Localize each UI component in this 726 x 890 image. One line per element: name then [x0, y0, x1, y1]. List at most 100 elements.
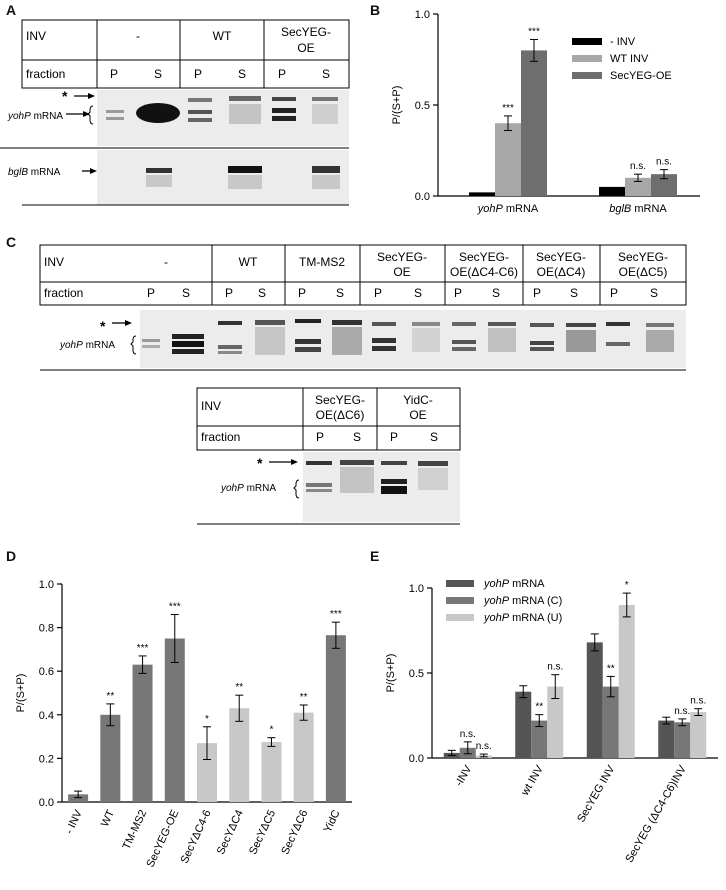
- chart-b-sig-0-2: ***: [528, 26, 540, 37]
- chart-e-category-3: SecYEG (ΔC4-C6)INV: [623, 763, 689, 865]
- panel-c-sub-frac-1: P: [316, 430, 324, 444]
- panel-c-frac-1: P: [147, 286, 155, 300]
- chart-e-bar-2-1: [602, 686, 619, 758]
- chart-d-bar-6: [261, 742, 282, 802]
- chart-d-ytick-label-2: 0.4: [39, 710, 54, 722]
- chart-d-bar-8: [325, 635, 346, 802]
- panel-c-sub-group-2-l2: OE: [409, 408, 426, 422]
- chart-b-bar-0-1: [495, 123, 521, 196]
- chart-e-legend-label-2: yohP mRNA (U): [483, 612, 562, 624]
- panel-c-frac-11: P: [533, 286, 541, 300]
- chart-e-sig-2-1: **: [607, 663, 615, 674]
- panel-c-asterisk: *: [100, 318, 106, 334]
- panel-a-fraction-p2: P: [194, 67, 202, 81]
- chart-e-legend-label-1: yohP mRNA (C): [483, 595, 562, 607]
- panel-c-group-6-l2: OE(ΔC4): [537, 265, 586, 279]
- panel-a-bands-top: [106, 96, 338, 124]
- panel-a-fraction-p1: P: [110, 67, 118, 81]
- chart-b-legend-label-2: SecYEG-OE: [610, 70, 672, 82]
- panel-c-frac-2: S: [182, 286, 190, 300]
- chart-e-sig-1-2: n.s.: [547, 662, 563, 673]
- chart-d-ytick-label-3: 0.6: [39, 666, 54, 678]
- chart-e-bar-3-2: [690, 712, 707, 758]
- panel-c-group-7-l2: OE(ΔC5): [619, 265, 668, 279]
- chart-b-category-1: bglB mRNA: [609, 203, 667, 215]
- chart-d-y-axis-label: P/(S+P): [15, 674, 27, 713]
- chart-e-category-2: SecYEG INV: [575, 763, 618, 825]
- chart-d-sig-5: **: [235, 682, 243, 693]
- panel-c-frac-10: S: [492, 286, 500, 300]
- panel-a-inv-label: INV: [26, 29, 46, 43]
- chart-e-category-0: -INV: [453, 763, 475, 789]
- chart-d-category-7: SecYΔC6: [279, 808, 310, 856]
- chart-e-ytick-label-0: 0.0: [409, 753, 424, 765]
- panel-c-group-3: TM-MS2: [299, 255, 345, 269]
- panel-c-frac-8: S: [414, 286, 422, 300]
- chart-d-category-3: SecYEG-OE: [145, 808, 182, 869]
- chart-b-y-axis-label: P/(S+P): [391, 86, 403, 125]
- panel-a-group-3-line2: OE: [297, 41, 314, 55]
- panel-c-frac-3: P: [225, 286, 233, 300]
- chart-d-sig-8: ***: [330, 609, 342, 620]
- panel-a-asterisk: *: [62, 88, 68, 104]
- chart-b-legend-swatch-1: [572, 55, 602, 62]
- chart-e-bar-1-0: [515, 691, 532, 758]
- panel-c-group-4-l1: SecYEG-: [377, 250, 427, 264]
- panel-letter-c: C: [6, 234, 17, 250]
- chart-e-sig-2-2: *: [625, 580, 629, 591]
- panel-c-gel-figure: INV fraction - WT TM-MS2 SecYEG- OE SecY…: [39, 244, 687, 525]
- chart-e-ytick-label-2: 1.0: [409, 583, 424, 595]
- chart-e: 0.00.51.0P/(S+P)n.s.n.s.-INV**n.s.wt INV…: [385, 578, 718, 865]
- chart-d-category-5: SecYΔC4: [215, 808, 246, 856]
- chart-d-category-1: WT: [99, 808, 117, 829]
- panel-c-sub-inv-label: INV: [201, 399, 221, 413]
- panel-c-frac-14: S: [650, 286, 658, 300]
- panel-c-frac-6: S: [336, 286, 344, 300]
- chart-b-sig-1-2: n.s.: [656, 157, 672, 168]
- panel-c-frac-4: S: [258, 286, 266, 300]
- panel-a-bglb-label: bglB mRNA: [8, 167, 61, 178]
- panel-c-sub-group-2-l1: YidC-: [403, 393, 433, 407]
- chart-d-bar-2: [132, 664, 153, 802]
- chart-d-bar-5: [229, 708, 250, 802]
- chart-d-sig-7: **: [300, 692, 308, 703]
- chart-e-bar-1-1: [531, 720, 548, 758]
- chart-e-sig-1-1: **: [535, 702, 543, 713]
- panel-c-frac-9: P: [454, 286, 462, 300]
- chart-e-legend-swatch-0: [446, 580, 474, 587]
- chart-b-bar-0-0: [469, 192, 495, 196]
- chart-b-ytick-label-2: 1.0: [415, 9, 430, 21]
- panel-c-group-6-l1: SecYEG-: [536, 250, 586, 264]
- panel-c-frac-12: S: [570, 286, 578, 300]
- panel-c-group-2: WT: [239, 255, 258, 269]
- panel-c-frac-13: P: [610, 286, 618, 300]
- chart-b-ytick-label-1: 0.5: [415, 100, 430, 112]
- chart-d-category-0: - INV: [63, 808, 85, 836]
- chart-e-legend-label-0: yohP mRNA: [483, 578, 545, 590]
- panel-a-yohp-label: yohP mRNA: [7, 111, 63, 122]
- panel-a-fraction-label: fraction: [26, 67, 65, 81]
- panel-c-sub-group-1-l1: SecYEG-: [315, 393, 365, 407]
- chart-d-bar-4: [197, 743, 217, 802]
- chart-e-bar-1-2: [547, 686, 564, 758]
- chart-e-legend-swatch-2: [446, 614, 474, 621]
- panel-letter-d: D: [6, 548, 17, 564]
- panel-a-gel-bottom: [97, 150, 349, 205]
- panel-c-bands: [142, 319, 674, 355]
- panel-c-sub-frac-3: P: [390, 430, 398, 444]
- chart-b-legend-label-0: - INV: [610, 36, 636, 48]
- panel-a-group-1: -: [136, 29, 140, 43]
- panel-c-fraction-label: fraction: [44, 286, 83, 300]
- panel-c-inv-label: INV: [44, 255, 64, 269]
- chart-b-legend-swatch-0: [572, 38, 602, 45]
- chart-b-sig-0-1: ***: [502, 103, 514, 114]
- panel-c-frac-7: P: [374, 286, 382, 300]
- chart-e-sig-0-1: n.s.: [460, 729, 476, 740]
- chart-d-ytick-label-1: 0.2: [39, 753, 54, 765]
- panel-c-group-7-l1: SecYEG-: [618, 250, 668, 264]
- panel-c-sub-frac-2: S: [353, 430, 361, 444]
- chart-e-sig-0-2: n.s.: [476, 741, 492, 752]
- chart-b-bar-1-1: [625, 177, 651, 196]
- chart-d-sig-3: ***: [169, 602, 181, 613]
- chart-d-category-8: YidC: [322, 808, 343, 834]
